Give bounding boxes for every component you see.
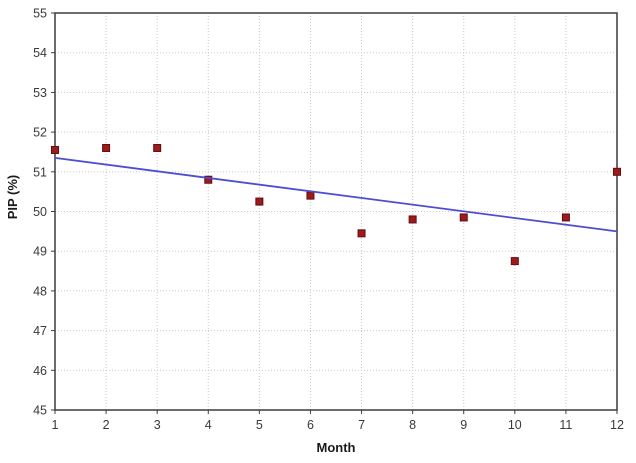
data-point [204,175,213,184]
y-tick-label: 55 [33,7,47,21]
data-point [408,215,417,224]
y-tick-label: 50 [33,205,47,219]
x-tick-label: 12 [610,418,624,432]
x-tick-label: 5 [256,418,263,432]
x-tick-label: 7 [358,418,365,432]
x-tick-label: 6 [307,418,314,432]
y-tick-label: 46 [33,364,47,378]
data-point [613,167,621,176]
y-tick-label: 53 [33,86,47,100]
x-tick-label: 2 [103,418,110,432]
data-point [510,257,519,266]
x-tick-label: 8 [409,418,416,432]
y-tick-label: 49 [33,245,47,259]
x-tick-label: 1 [52,418,59,432]
x-tick-label: 9 [460,418,467,432]
data-point [357,229,366,238]
x-tick-label: 3 [154,418,161,432]
y-tick-label: 52 [33,126,47,140]
data-point [153,143,162,152]
data-point [102,143,111,152]
data-point [459,213,468,222]
y-tick-label: 45 [33,404,47,418]
y-axis-title: PIP (%) [5,174,20,220]
y-tick-label: 54 [33,46,47,60]
y-tick-label: 51 [33,165,47,179]
data-point [561,213,570,222]
y-tick-label: 47 [33,324,47,338]
x-tick-label: 11 [559,418,572,432]
x-axis-title: Month [316,440,356,455]
data-point [306,191,315,200]
trend-line [54,157,618,233]
y-tick-label: 48 [33,284,47,298]
x-tick-label: 4 [205,418,212,432]
data-point [51,145,59,154]
data-point [255,197,264,206]
x-tick-label: 10 [508,418,522,432]
